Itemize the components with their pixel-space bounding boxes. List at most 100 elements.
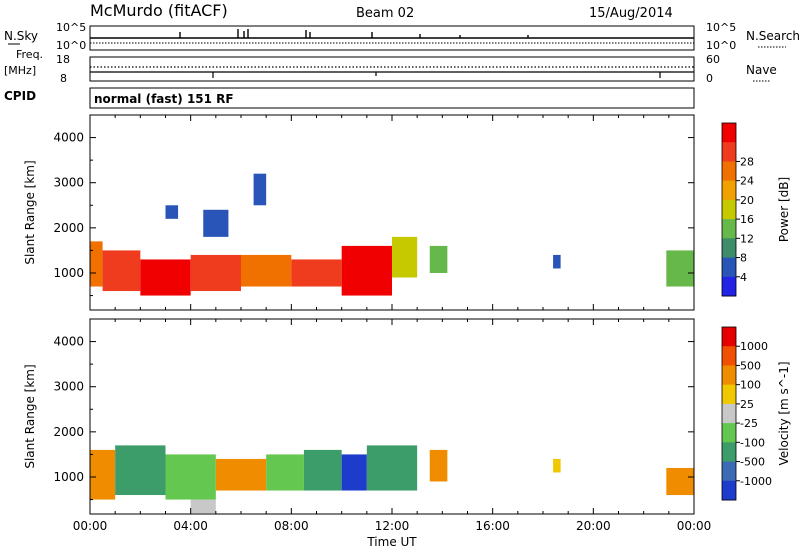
x-axis-label: Time UT <box>366 535 417 549</box>
cpid-label: CPID <box>4 89 36 103</box>
colorbar-label-3: 16 <box>740 213 754 226</box>
colorbar-swatch-4 <box>722 199 736 220</box>
nave-bottom: 0 <box>706 72 713 85</box>
power-panel: 1000 2000 3000 4000 Slant Range [km] 4 8 12 16 20… <box>23 114 791 311</box>
data-region-1 <box>115 445 166 496</box>
colorbar-swatch-4 <box>722 403 736 424</box>
colorbar-label-0: 1000 <box>740 340 768 353</box>
colorbar-swatch-0 <box>722 123 736 143</box>
colorbar-swatch-7 <box>722 257 736 278</box>
colorbar-label-4: 20 <box>740 194 754 207</box>
colorbar-label-6: 28 <box>740 155 754 168</box>
data-region-1 <box>102 250 141 292</box>
data-region-7 <box>366 445 418 491</box>
y-tick-label-3: 4000 <box>53 131 84 145</box>
count-bottom-left: 10^0 <box>56 39 86 52</box>
data-region-2 <box>140 259 191 296</box>
y-tick-label-0: 1000 <box>53 470 84 484</box>
count-top-right: 10^5 <box>706 21 736 34</box>
colorbar-label-2: 100 <box>740 379 761 392</box>
data-region-2 <box>165 454 216 500</box>
y-tick-label-1: 2000 <box>53 221 84 235</box>
x-tick-label-4: 16:00 <box>475 519 510 533</box>
y-tick-label-0: 1000 <box>53 266 84 280</box>
y-axis-label: Slant Range [km] <box>23 364 37 468</box>
colorbar-label-5: 24 <box>740 175 754 188</box>
data-region-5 <box>303 449 342 491</box>
colorbar-swatch-6 <box>722 442 736 463</box>
count-panel: N.Sky 10^5 10^0 10^5 10^0 N.Search <box>4 21 800 52</box>
data-region-8 <box>429 449 448 482</box>
data-region-3 <box>215 458 267 491</box>
x-tick-label-2: 08:00 <box>274 519 309 533</box>
colorbar-swatch-5 <box>722 423 736 443</box>
colorbar-label-0: 4 <box>740 271 747 284</box>
data-region-12 <box>203 209 229 237</box>
y-tick-label-3: 4000 <box>53 335 84 349</box>
colorbar-label-6: -500 <box>740 456 765 469</box>
velocity-panel: 1000 2000 3000 4000 00:00 04:00 08:00 12:00 16:0… <box>23 318 791 549</box>
data-region-6 <box>341 245 392 296</box>
cpid-frame <box>89 87 695 109</box>
x-tick-label-6: 00:00 <box>677 519 712 533</box>
freq-panel-frame <box>89 56 695 82</box>
colorbar-swatch-0 <box>722 327 736 347</box>
data-region-0 <box>90 241 103 287</box>
y-tick-label-2: 3000 <box>53 176 84 190</box>
data-region-8 <box>429 245 448 273</box>
data-region-4 <box>266 454 304 491</box>
colorbar-swatch-1 <box>722 142 736 162</box>
colorbar-swatch-3 <box>722 384 736 405</box>
nsearch-label: N.Search <box>746 29 800 43</box>
freq-top: 18 <box>56 53 70 66</box>
cpid-value: normal (fast) 151 RF <box>94 92 234 106</box>
count-bottom-right: 10^0 <box>706 39 736 52</box>
data-region-7 <box>392 236 418 278</box>
colorbar-label-1: 500 <box>740 359 761 372</box>
data-region-6 <box>341 454 367 491</box>
nave-label: Nave <box>746 63 777 77</box>
count-top-left: 10^5 <box>56 21 86 34</box>
data-region-11 <box>190 499 216 514</box>
freq-panel: Freq. [MHz] 18 8 60 0 Nave <box>4 48 777 85</box>
data-region-9 <box>553 458 561 473</box>
colorbar-swatch-1 <box>722 346 736 366</box>
x-tick-label-5: 20:00 <box>576 519 611 533</box>
colorbar-label-4: -25 <box>740 417 758 430</box>
data-region-0 <box>90 449 116 500</box>
x-tick-label-1: 04:00 <box>173 519 208 533</box>
data-region-5 <box>291 259 342 287</box>
beam-title: Beam 02 <box>356 6 414 21</box>
freq-unit: [MHz] <box>4 64 36 77</box>
date-title: 15/Aug/2014 <box>589 6 673 21</box>
colorbar-swatch-2 <box>722 365 736 386</box>
colorbar-swatch-3 <box>722 180 736 201</box>
data-region-9 <box>553 254 561 269</box>
colorbar-label-1: 8 <box>740 252 747 265</box>
data-region-10 <box>666 250 694 287</box>
colorbar-swatch-7 <box>722 461 736 482</box>
colorbar-swatch-2 <box>722 161 736 182</box>
colorbar-swatch-8 <box>722 480 736 501</box>
colorbar-swatch-5 <box>722 219 736 239</box>
colorbar-swatch-8 <box>722 276 736 297</box>
data-region-11 <box>165 205 179 219</box>
freq-bottom: 8 <box>60 72 67 85</box>
colorbar-title: Power [dB] <box>777 177 791 242</box>
data-region-10 <box>666 467 694 496</box>
cpid-strip: CPID normal (fast) 151 RF <box>4 87 695 109</box>
y-tick-label-1: 2000 <box>53 425 84 439</box>
colorbar-label-7: -1000 <box>740 475 772 488</box>
x-tick-label-3: 12:00 <box>375 519 410 533</box>
nsky-label: N.Sky <box>4 29 38 43</box>
colorbar-title: Velocity [m s^-1] <box>777 361 791 465</box>
y-tick-label-2: 3000 <box>53 380 84 394</box>
data-region-4 <box>241 254 292 287</box>
y-axis-label: Slant Range [km] <box>23 160 37 264</box>
colorbar-frame <box>721 122 737 297</box>
freq-label: Freq. <box>16 48 43 61</box>
data-region-3 <box>190 254 241 292</box>
station-title: McMurdo (fitACF) <box>90 1 228 20</box>
colorbar-label-5: -100 <box>740 436 765 449</box>
